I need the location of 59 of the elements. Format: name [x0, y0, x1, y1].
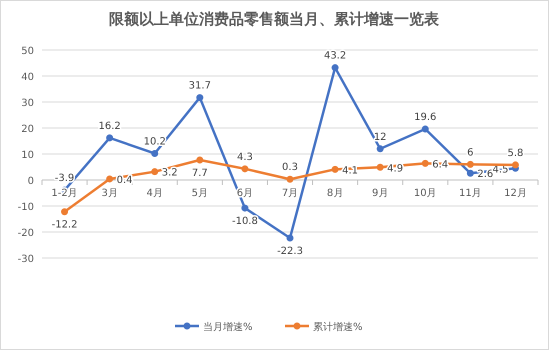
data-label: 4.3: [236, 152, 253, 163]
chart-title: 限额以上单位消费品零售额当月、累计增速一览表: [109, 10, 440, 28]
data-label: 2.6: [477, 169, 494, 180]
legend-label: 当月增速%: [203, 321, 253, 333]
x-tick-label: 1-2月: [51, 188, 78, 199]
y-tick-label: 50: [21, 46, 34, 57]
point: [376, 145, 384, 152]
y-tick-label: -10: [18, 202, 34, 213]
x-tick-label: 5月: [192, 188, 208, 199]
point: [106, 134, 114, 142]
point: [241, 204, 248, 212]
x-tick-label: 3月: [101, 188, 118, 199]
y-tick-label: -30: [18, 254, 34, 265]
y-tick-label: 10: [21, 150, 34, 161]
data-label: 31.7: [188, 80, 211, 92]
data-label: 3.2: [162, 168, 178, 179]
data-label: -10.8: [232, 216, 258, 228]
data-label: 6: [467, 147, 474, 158]
point: [151, 150, 158, 157]
data-label: -12.2: [52, 220, 78, 231]
y-tick-label: -20: [18, 228, 34, 239]
data-label: -22.3: [277, 246, 303, 257]
y-tick-label: 30: [21, 98, 34, 109]
point: [422, 126, 429, 133]
data-label: 12: [374, 132, 387, 143]
point: [241, 165, 248, 172]
x-tick-label: 9月: [372, 188, 388, 199]
legend-label: 累计增速%: [313, 321, 363, 333]
data-label: 5.8: [508, 148, 524, 159]
point: [332, 166, 339, 173]
point: [332, 64, 339, 72]
point: [466, 160, 474, 168]
data-label: 19.6: [414, 112, 436, 124]
data-label: -3.9: [54, 173, 74, 184]
point: [61, 208, 68, 216]
point: [196, 156, 204, 164]
point: [106, 175, 114, 182]
x-tick-label: 11月: [458, 188, 482, 199]
x-tick-label: 10月: [414, 188, 437, 199]
point: [286, 176, 294, 183]
y-tick-label: 40: [21, 72, 34, 83]
point: [151, 168, 158, 176]
y-tick-label: 0: [28, 176, 34, 187]
y-tick-label: 20: [21, 124, 34, 135]
x-tick-label: 7月: [282, 188, 298, 199]
x-tick-label: 12月: [504, 188, 527, 199]
data-label: 16.2: [98, 120, 121, 132]
point: [376, 164, 384, 171]
x-tick-label: 8月: [326, 188, 344, 199]
point: [466, 170, 474, 177]
point: [196, 94, 204, 102]
data-label: 43.2: [324, 50, 346, 62]
data-label: 0.4: [116, 174, 133, 186]
point: [512, 161, 519, 168]
point: [286, 234, 294, 242]
data-label: 7.7: [192, 168, 208, 179]
point: [422, 160, 429, 167]
x-tick-label: 4月: [146, 188, 163, 199]
data-label: 0.3: [282, 162, 298, 174]
